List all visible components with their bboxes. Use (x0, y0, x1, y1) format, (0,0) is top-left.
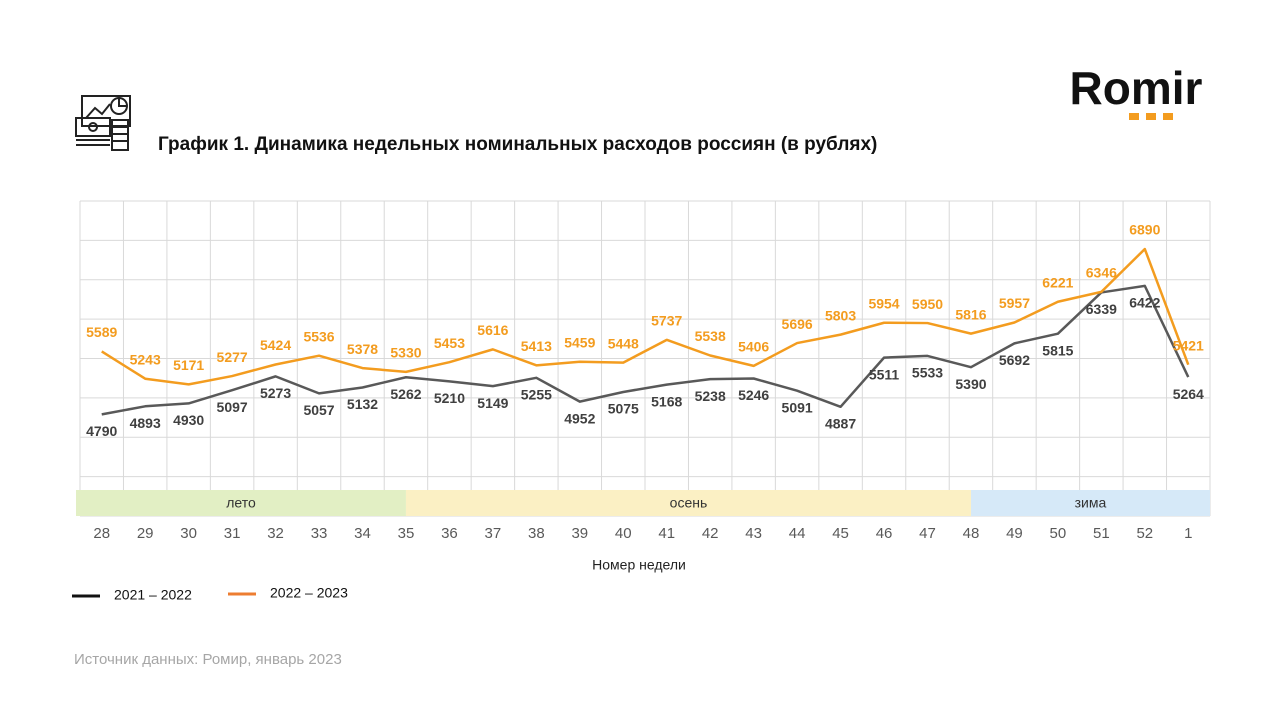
x-tick-label: 40 (615, 525, 632, 542)
data-label: 5950 (912, 296, 943, 312)
data-label: 5616 (477, 322, 508, 338)
logo-dots (1129, 113, 1173, 120)
data-label: 4887 (825, 415, 856, 431)
season-label: осень (670, 495, 708, 511)
x-tick-label: 28 (93, 525, 110, 542)
data-label: 5168 (651, 393, 682, 409)
data-label: 5453 (434, 335, 465, 351)
x-tick-label: 48 (963, 525, 980, 542)
data-label: 5075 (608, 401, 639, 417)
data-label: 5413 (521, 338, 552, 354)
season-label: лето (226, 495, 256, 511)
data-label: 5262 (390, 386, 421, 402)
data-label: 6422 (1129, 295, 1160, 311)
data-label: 5057 (303, 402, 334, 418)
legend-label: 2021 – 2022 (114, 587, 192, 603)
data-label: 5538 (695, 328, 726, 344)
data-label: 5803 (825, 307, 856, 323)
data-label: 5091 (782, 399, 813, 415)
data-label: 4893 (130, 415, 161, 431)
data-label: 5511 (869, 366, 900, 382)
data-label: 4930 (173, 412, 204, 428)
data-label: 5448 (608, 335, 639, 351)
data-label: 5277 (217, 349, 248, 365)
season-band (970, 490, 1210, 516)
data-label: 5816 (955, 306, 986, 322)
data-label: 5459 (564, 334, 595, 350)
x-tick-label: 42 (702, 525, 719, 542)
data-label: 5171 (173, 357, 204, 373)
x-tick-label: 44 (789, 525, 806, 542)
data-label: 5149 (477, 395, 508, 411)
report-icon (75, 95, 131, 151)
data-label: 5210 (434, 390, 465, 406)
x-tick-label: 50 (1050, 525, 1067, 542)
source-note: Источник данных: Ромир, январь 2023 (74, 651, 342, 668)
data-label: 5273 (260, 385, 291, 401)
legend-label: 2022 – 2023 (270, 585, 348, 601)
series-line (101, 247, 1190, 386)
season-band (76, 490, 406, 516)
data-label: 5097 (217, 399, 248, 415)
data-label: 5238 (695, 388, 726, 404)
x-tick-label: 32 (267, 525, 284, 542)
data-label: 6221 (1042, 274, 1073, 290)
data-label: 5390 (955, 376, 986, 392)
data-label: 5132 (347, 396, 378, 412)
x-tick-label: 52 (1136, 525, 1153, 542)
data-label: 5815 (1042, 342, 1073, 358)
data-label: 6890 (1129, 222, 1160, 238)
season-band (405, 490, 971, 516)
logo: Romir (1070, 62, 1203, 114)
data-label: 5536 (303, 328, 334, 344)
x-tick-label: 34 (354, 525, 371, 542)
data-label: 5533 (912, 365, 943, 381)
x-axis-label: Номер недели (592, 557, 686, 573)
x-tick-label: 1 (1184, 525, 1192, 542)
data-label: 5255 (521, 386, 552, 402)
data-label: 5737 (651, 313, 682, 329)
data-label: 5696 (782, 316, 813, 332)
x-tick-label: 35 (398, 525, 415, 542)
data-label: 5330 (390, 345, 421, 361)
x-tick-label: 51 (1093, 525, 1110, 542)
data-label: 5378 (347, 341, 378, 357)
data-label: 5264 (1173, 386, 1204, 402)
data-label: 5406 (738, 339, 769, 355)
series-line (101, 284, 1190, 416)
data-label: 5243 (130, 351, 161, 367)
x-tick-label: 37 (485, 525, 502, 542)
x-tick-label: 49 (1006, 525, 1023, 542)
data-label: 4952 (564, 410, 595, 426)
data-label: 6346 (1086, 265, 1117, 281)
data-label: 5589 (86, 324, 117, 340)
x-tick-label: 36 (441, 525, 458, 542)
x-tick-label: 38 (528, 525, 545, 542)
data-label: 5954 (868, 295, 899, 311)
data-label: 5424 (260, 337, 291, 353)
x-tick-label: 46 (876, 525, 893, 542)
x-tick-label: 30 (180, 525, 197, 542)
x-tick-label: 39 (571, 525, 588, 542)
data-label: 5246 (738, 387, 769, 403)
x-tick-label: 45 (832, 525, 849, 542)
season-label: зима (1075, 495, 1107, 511)
chart-title: График 1. Динамика недельных номинальных… (158, 134, 877, 155)
data-label: 5421 (1173, 337, 1204, 353)
x-tick-label: 43 (745, 525, 762, 542)
x-tick-label: 41 (658, 525, 675, 542)
x-tick-label: 33 (311, 525, 328, 542)
data-label: 4790 (86, 423, 117, 439)
data-label: 6339 (1086, 301, 1117, 317)
data-label: 5692 (999, 352, 1030, 368)
data-label: 5957 (999, 295, 1030, 311)
x-tick-label: 47 (919, 525, 936, 542)
x-tick-label: 31 (224, 525, 241, 542)
x-tick-label: 29 (137, 525, 154, 542)
